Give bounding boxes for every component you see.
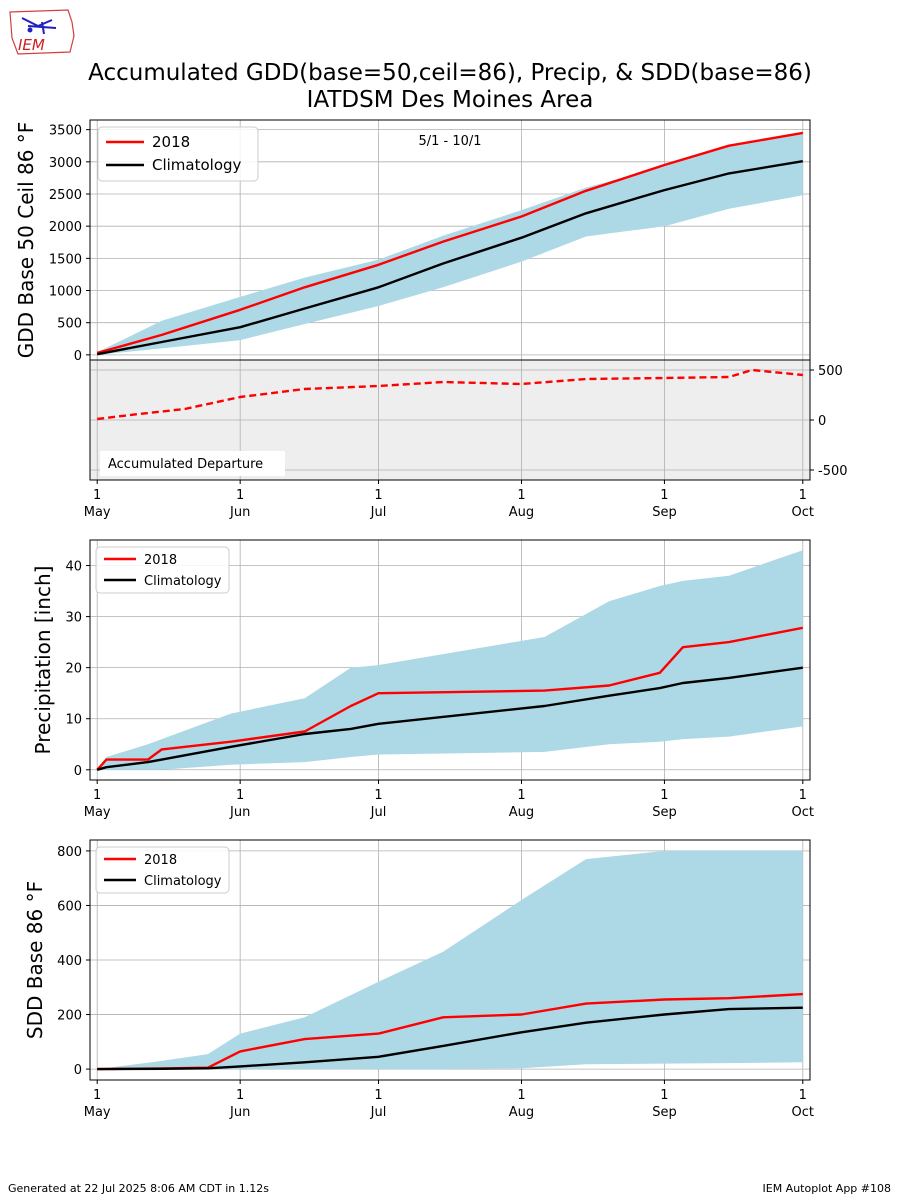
sdd-ytick-label: 400: [57, 954, 82, 969]
departure-label-box: [100, 451, 285, 476]
departure-xtick-month: May: [84, 505, 111, 520]
gdd-ytick-label: 0: [74, 349, 82, 364]
departure-series-line-0: [97, 368, 803, 421]
departure-ytick-label: 500: [818, 364, 843, 379]
gdd-annotation: 5/1 - 10/1: [418, 134, 481, 149]
precip-range-band: [97, 550, 803, 770]
departure-xtick-month: Jul: [370, 505, 387, 520]
departure-xtick-month: Sep: [652, 505, 677, 520]
precip-xtick-day: 1: [660, 788, 668, 803]
precip-series-line-0: [96, 626, 804, 771]
departure-xtick-day: 1: [374, 488, 382, 503]
departure-panel: -500 0 500 1 May 1 Jun 1 Jul 1 Aug 1 Sep 1 Oct Accumula…: [84, 359, 848, 520]
departure-xtick-day: 1: [93, 488, 101, 503]
sdd-xtick-month: Oct: [792, 1105, 814, 1120]
gdd-series-line-0: [96, 131, 804, 355]
sdd-panel: 0 200 400 600 800 1 May 1 Jun 1 Jul 1 Aug 1 Sep 1 Oct SDD…: [23, 839, 814, 1120]
gdd-ytick-label: 500: [57, 317, 82, 332]
sdd-xtick-month: May: [84, 1105, 111, 1120]
departure-ytick-label: -500: [818, 464, 848, 479]
title-line-2: IATDSM Des Moines Area: [306, 87, 594, 113]
footer-app-text: IEM Autoplot App #108: [762, 1182, 892, 1195]
precip-xtick-month: Oct: [792, 805, 814, 820]
departure-ytick-label: 0: [818, 414, 826, 429]
sdd-ytick-label: 600: [57, 899, 82, 914]
gdd-series-line-1: [96, 160, 803, 356]
sdd-range-band: [97, 850, 803, 1070]
gdd-ytick-label: 3000: [49, 156, 82, 171]
precip-ylabel: Precipitation [inch]: [31, 566, 55, 755]
sdd-series-line-1: [97, 1006, 803, 1071]
sdd-ylabel: SDD Base 86 °F: [23, 881, 47, 1039]
precip-xtick-month: Sep: [652, 805, 677, 820]
gdd-ylabel: GDD Base 50 Ceil 86 °F: [14, 122, 38, 359]
sdd-ytick-label: 200: [57, 1009, 82, 1024]
precip-xtick-month: Jun: [229, 805, 250, 820]
gdd-ytick-label: 2000: [49, 220, 82, 235]
gdd-legend-label: 2018: [152, 133, 190, 151]
precip-xtick-day: 1: [236, 788, 244, 803]
sdd-ytick-label: 800: [57, 845, 82, 860]
precip-xtick-day: 1: [517, 788, 525, 803]
sdd-legend-label: 2018: [144, 853, 177, 868]
precip-xtick-day: 1: [374, 788, 382, 803]
gdd-ytick-label: 3500: [49, 124, 82, 139]
gdd-ytick-label: 2500: [49, 188, 82, 203]
sdd-legend-label: Climatology: [144, 874, 222, 889]
sdd-xtick-day: 1: [374, 1088, 382, 1103]
precip-ytick-label: 40: [65, 560, 82, 575]
iem-logo: IEM: [8, 8, 76, 62]
precip-panel: 0 10 20 30 40 1 May 1 Jun 1 Jul 1 Aug 1 Sep 1 Oct Precipi…: [31, 539, 814, 820]
sdd-xtick-day: 1: [660, 1088, 668, 1103]
iowa-map-icon: IEM: [9, 9, 75, 55]
gdd-legend-label: Climatology: [152, 156, 242, 174]
gdd-ytick-label: 1500: [49, 252, 82, 267]
departure-xtick-month: Oct: [792, 505, 814, 520]
precip-xtick-month: Aug: [509, 805, 534, 820]
departure-xtick-day: 1: [660, 488, 668, 503]
gdd-legend: 2018 Climatology: [97, 126, 259, 182]
precip-xtick-month: May: [84, 805, 111, 820]
departure-xtick-day: 1: [799, 488, 807, 503]
sdd-xtick-month: Jun: [229, 1105, 250, 1120]
precip-ytick-label: 20: [65, 662, 82, 677]
precip-legend-label: 2018: [144, 553, 177, 568]
departure-xtick-month: Aug: [509, 505, 534, 520]
footer-generated-text: Generated at 22 Jul 2025 8:06 AM CDT in …: [8, 1182, 269, 1195]
departure-xtick-day: 1: [236, 488, 244, 503]
precip-frame: [89, 539, 811, 781]
sdd-xtick-month: Jul: [370, 1105, 387, 1120]
precip-ytick-label: 10: [65, 713, 82, 728]
logo-text: IEM: [18, 36, 45, 54]
sdd-xtick-month: Sep: [652, 1105, 677, 1120]
precip-ytick-label: 0: [74, 764, 82, 779]
sdd-ytick-label: 0: [74, 1063, 82, 1078]
sdd-legend: 2018 Climatology: [95, 846, 230, 894]
precip-xtick-day: 1: [799, 788, 807, 803]
precip-series-line-1: [96, 666, 803, 771]
chart-title: Accumulated GDD(base=50,ceil=86), Precip…: [0, 60, 900, 114]
departure-xtick-day: 1: [517, 488, 525, 503]
sdd-xtick-day: 1: [236, 1088, 244, 1103]
sdd-xtick-day: 1: [799, 1088, 807, 1103]
precip-xtick-month: Jul: [370, 805, 387, 820]
precip-xtick-day: 1: [93, 788, 101, 803]
precip-ytick-label: 30: [65, 611, 82, 626]
sdd-xtick-day: 1: [93, 1088, 101, 1103]
gdd-panel: 0 500 1000 1500 2000 2500 3000 3500 GDD Base 50 …: [14, 119, 811, 364]
departure-xtick-month: Jun: [229, 505, 250, 520]
precip-legend: 2018 Climatology: [95, 546, 230, 594]
sdd-xtick-day: 1: [517, 1088, 525, 1103]
precip-legend-label: Climatology: [144, 574, 222, 589]
departure-label: Accumulated Departure: [108, 457, 263, 472]
title-line-1: Accumulated GDD(base=50,ceil=86), Precip…: [88, 60, 812, 86]
gdd-legend-box: [97, 126, 259, 182]
sdd-xtick-month: Aug: [509, 1105, 534, 1120]
gdd-ytick-label: 1000: [49, 285, 82, 300]
